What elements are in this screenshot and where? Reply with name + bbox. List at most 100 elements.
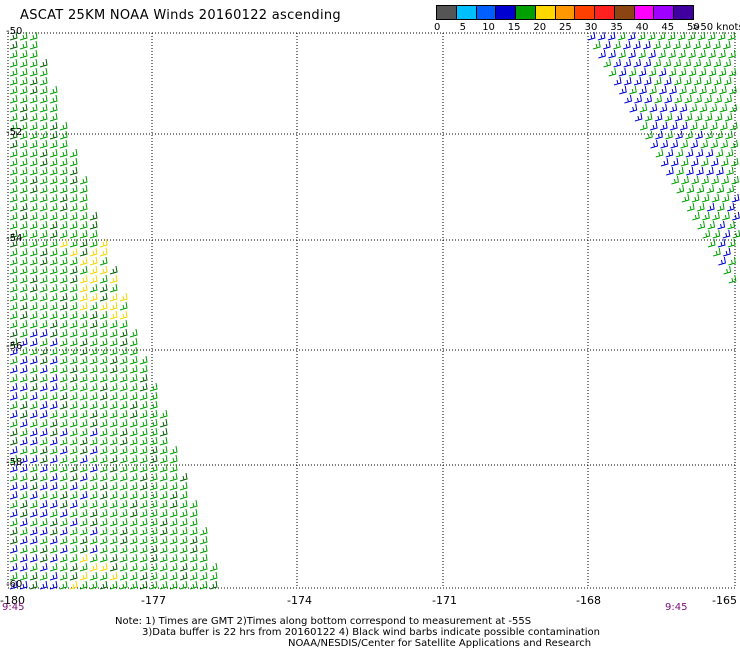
- wind-barb: [79, 184, 88, 194]
- wind-barb: [79, 544, 88, 554]
- wind-barb: [39, 517, 48, 527]
- wind-barb: [9, 418, 18, 428]
- wind-barb: [159, 436, 168, 446]
- wind-barb: [159, 454, 168, 464]
- wind-barb: [169, 571, 178, 581]
- wind-barb: [179, 562, 188, 572]
- wind-barb: [49, 328, 58, 338]
- wind-barb: [19, 445, 28, 455]
- lat-tick-label: -54: [6, 233, 23, 244]
- wind-barb: [129, 508, 138, 518]
- wind-barb: [109, 553, 118, 563]
- wind-barb: [169, 517, 178, 527]
- wind-barb: [79, 346, 88, 356]
- wind-barb: [69, 553, 78, 563]
- wind-barb: [9, 463, 18, 473]
- wind-barb: [659, 103, 668, 113]
- wind-barb: [129, 562, 138, 572]
- wind-barb: [179, 544, 188, 554]
- wind-barb: [159, 580, 168, 590]
- wind-barb: [69, 571, 78, 581]
- wind-barb: [9, 544, 18, 554]
- wind-barb: [69, 517, 78, 527]
- wind-barb: [29, 247, 38, 257]
- wind-barb: [169, 490, 178, 500]
- wind-barb: [688, 49, 696, 59]
- wind-barb: [39, 112, 48, 122]
- wind-barb: [39, 319, 48, 329]
- wind-barb: [628, 49, 636, 59]
- wind-barb: [659, 121, 668, 131]
- wind-barb: [89, 562, 98, 572]
- wind-barb: [717, 238, 726, 248]
- wind-barb: [685, 148, 694, 158]
- wind-barb: [679, 103, 688, 113]
- wind-barb: [79, 391, 88, 401]
- wind-barb: [29, 220, 38, 230]
- wind-barb: [9, 121, 18, 131]
- color-scale-swatch: [476, 6, 497, 19]
- wind-barb: [39, 553, 48, 563]
- color-scale-label: 15: [507, 22, 521, 33]
- wind-barb: [139, 373, 148, 383]
- wind-barb: [19, 292, 28, 302]
- wind-barb: [109, 427, 118, 437]
- wind-barb: [99, 364, 108, 374]
- wind-barb: [702, 229, 711, 239]
- wind-barb: [613, 76, 622, 86]
- wind-barb: [79, 472, 88, 482]
- wind-barb: [119, 526, 128, 536]
- wind-barb: [59, 418, 68, 428]
- wind-barb: [69, 562, 78, 572]
- wind-barb: [29, 148, 38, 158]
- wind-barb: [695, 148, 704, 158]
- wind-barb: [9, 481, 18, 491]
- wind-barb: [139, 355, 148, 365]
- wind-barb: [49, 121, 58, 131]
- wind-barb: [613, 58, 622, 68]
- wind-barb: [89, 301, 98, 311]
- wind-barb: [702, 211, 710, 221]
- wind-barb: [149, 571, 158, 581]
- wind-barb: [39, 265, 48, 275]
- lat-tick-label: -56: [6, 341, 23, 352]
- wind-barb: [49, 85, 58, 95]
- wind-barb: [718, 49, 726, 59]
- wind-barb: [724, 112, 733, 122]
- wind-barb: [79, 445, 88, 455]
- wind-barb: [99, 490, 108, 500]
- wind-barb: [109, 409, 118, 419]
- wind-barb: [698, 67, 707, 77]
- wind-barb: [69, 283, 78, 293]
- wind-barb: [49, 130, 58, 140]
- wind-barb: [29, 535, 38, 545]
- wind-barb: [628, 67, 637, 77]
- wind-barb: [712, 211, 720, 221]
- wind-barb: [587, 31, 596, 41]
- time-label-left: 9:45: [2, 602, 25, 613]
- wind-barb: [89, 580, 98, 590]
- wind-barb: [730, 157, 739, 167]
- note-line: Note: 1) Times are GMT 2)Times along bot…: [115, 616, 532, 627]
- wind-barb: [39, 274, 48, 284]
- wind-barb: [696, 202, 705, 212]
- wind-barb: [692, 211, 700, 221]
- wind-barb: [701, 193, 710, 203]
- color-scale-swatch: [575, 6, 596, 19]
- wind-barb: [9, 31, 18, 41]
- wind-barb: [79, 418, 88, 428]
- wind-barb: [89, 508, 98, 518]
- wind-barb: [129, 472, 138, 482]
- wind-barb: [149, 526, 158, 536]
- wind-barb: [69, 292, 78, 302]
- wind-barb: [49, 301, 58, 311]
- wind-barb: [49, 166, 58, 176]
- wind-barb: [698, 49, 706, 59]
- wind-barb: [59, 292, 68, 302]
- wind-barb: [29, 40, 38, 50]
- wind-barb: [665, 148, 674, 158]
- wind-barb: [9, 229, 18, 239]
- wind-barb: [189, 553, 198, 563]
- wind-barb: [19, 562, 28, 572]
- wind-barb: [69, 418, 78, 428]
